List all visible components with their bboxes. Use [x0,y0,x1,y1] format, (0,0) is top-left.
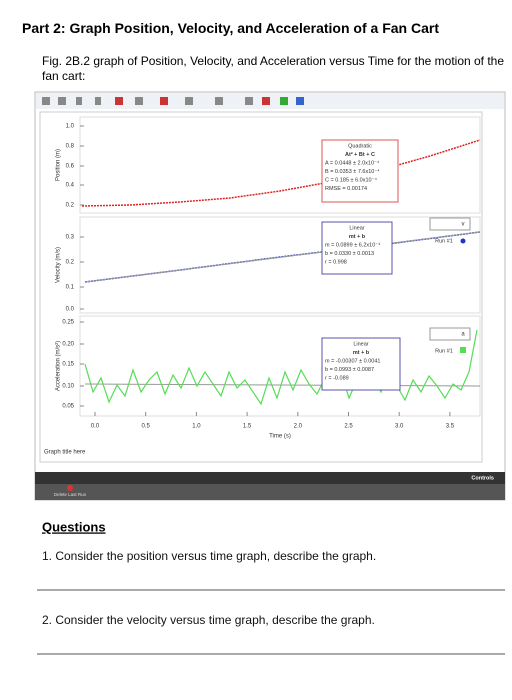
fit-text: b = 0.0993 ± 0.0087 [325,367,374,373]
legend-symbol: a [461,332,465,338]
fit-text: At² + Bt + C [345,151,375,158]
fit-text: A = 0.0448 ± 2.0x10⁻⁴ [325,159,380,166]
legend-label: Run #1 [435,238,453,244]
x-tick-label: 3.5 [446,424,455,430]
fit-text: Linear [349,225,364,231]
position-curve [81,139,481,207]
y-tick-label: 0.2 [66,260,75,266]
acceleration-curve [84,329,478,406]
y-axis-label: Position (m) [56,149,62,181]
fit-text: RMSE = 0.00174 [325,186,367,192]
graph-title: Graph title here [44,450,86,456]
controls-label: Controls [471,475,494,481]
delete-icon [67,485,73,491]
legend-symbol: v [462,222,465,228]
fit-box [321,139,399,203]
delete-button: Delete Last Run [54,492,87,497]
x-tick-label: 2.0 [294,424,303,430]
y-axis-label: Velocity (m/s) [56,247,62,283]
question: 2. Consider the velocity versus time gra… [42,613,375,627]
y-tick-label: 0.8 [66,144,75,150]
acceleration-fit [84,383,481,387]
plot-acceleration [79,315,481,417]
fit-text: Quadratic [348,143,372,149]
x-tick-label: 1.5 [243,424,252,430]
plot-position [79,116,481,214]
controls-panel [35,484,505,500]
fit-text: C = 0.185 ± 6.0x10⁻⁴ [325,176,377,183]
legend-marker [460,347,466,353]
legend-box [429,327,471,341]
fit-text: r = -0.089 [325,375,349,381]
y-tick-label: 0.1 [66,285,75,291]
velocity-fit [84,231,481,283]
fit-box [321,337,401,391]
fit-text: Linear [353,341,368,347]
y-tick-label: 0.20 [62,342,74,348]
y-tick-label: 0.3 [66,235,75,241]
toolbar-icons [42,97,304,105]
legend-box [429,217,471,231]
fit-text: b = 0.0330 ± 0.0013 [325,251,374,257]
y-tick-label: 1.0 [66,124,75,130]
caption: Fig. 2B.2 graph of Position, Velocity, a… [42,54,505,83]
legend-label: Run #1 [435,348,453,354]
controls-bar [35,472,505,484]
fit-text: mt + b [349,234,366,240]
y-axis-label: Acceleration (m/s²) [56,341,62,391]
x-tick-label: 0.5 [142,424,151,430]
fit-text: mt + b [353,350,370,356]
y-tick-label: 0.15 [62,362,74,368]
fit-text: r = 0.998 [325,259,347,265]
y-tick-label: 0.25 [62,320,74,326]
x-tick-label: 1.0 [192,424,201,430]
graph-area [39,111,483,463]
y-tick-label: 0.0 [66,307,75,313]
x-tick-label: 0.0 [91,424,100,430]
plot-velocity [79,216,481,314]
question: 1. Consider the position versus time gra… [42,549,376,563]
x-axis-label: Time (s) [269,434,291,440]
y-tick-label: 0.6 [66,164,75,170]
fit-text: B = 0.0353 ± 7.6x10⁻⁴ [325,168,380,175]
y-tick-label: 0.10 [62,384,74,390]
fit-text: m = -0.00307 ± 0.0041 [325,358,380,364]
x-tick-label: 3.0 [395,424,404,430]
legend-marker [460,238,466,244]
title: Part 2: Graph Position, Velocity, and Ac… [22,20,439,36]
y-tick-label: 0.2 [66,203,75,209]
x-tick-label: 2.5 [344,424,353,430]
y-tick-label: 0.4 [66,183,75,189]
questions-heading: Questions [42,519,106,534]
fit-box [321,221,393,275]
y-tick-label: 0.05 [62,404,74,410]
fit-text: m = 0.0899 ± 6.2x10⁻⁴ [325,241,381,248]
